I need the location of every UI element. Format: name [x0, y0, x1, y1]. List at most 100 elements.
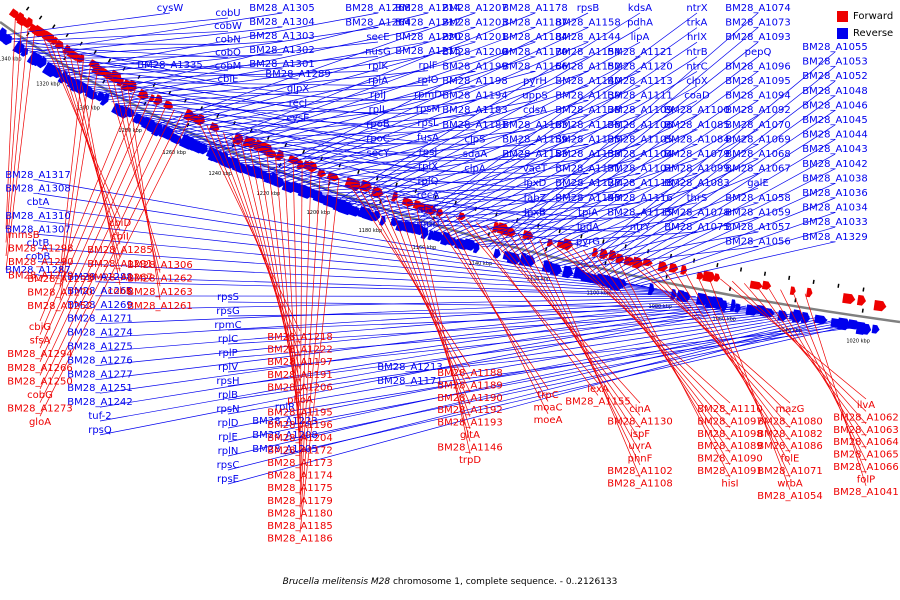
- label-leader-line: [381, 158, 641, 217]
- forward-gene-arrow: [842, 293, 856, 304]
- gene-label-bm28-a1192: BM28_A1192: [437, 405, 503, 416]
- gene-label-wrba: wrbA: [777, 478, 803, 489]
- label-leader-line: [376, 144, 641, 216]
- minor-tick: [357, 169, 360, 174]
- forward-gene-arrow: [657, 261, 668, 272]
- gene-label-bm28-a1293: BM28_A1293: [27, 274, 93, 285]
- label-leader-line: [39, 93, 144, 335]
- gene-label-tpia: tpiA: [578, 207, 598, 218]
- gene-label-hrlx: hrlX: [687, 32, 707, 43]
- forward-gene-arrow: [806, 287, 813, 298]
- gene-label-bm28-a1289: BM28_A1289: [265, 69, 331, 80]
- gene-label-bm28-a1135: BM28_A1135: [555, 134, 621, 145]
- label-leader-line: [435, 210, 549, 402]
- gene-label-bm28-a1188: BM28_A1188: [437, 368, 503, 379]
- gene-label-rpoc: rpoC: [366, 134, 390, 145]
- gene-label-bm28-a1291: BM28_A1291: [87, 259, 153, 270]
- label-leader-line: [4, 12, 171, 36]
- gene-label-bm28-a1085: BM28_A1085: [664, 120, 730, 131]
- label-leader-line: [638, 262, 791, 416]
- label-leader-line: [366, 188, 471, 392]
- scale-tick-label: 1260 kbp: [163, 150, 187, 156]
- gene-label-bm28-a1265: BM28_A1265: [67, 286, 133, 297]
- gene-label-bm28-a1053: BM28_A1053: [802, 57, 868, 68]
- gene-label-bm28-a1063: BM28_A1063: [833, 425, 899, 436]
- gene-label-bm28-a1251: BM28_A1251: [67, 383, 133, 394]
- label-leader-line: [780, 289, 867, 462]
- gene-label-cdsa: cdsA: [523, 105, 547, 116]
- label-leader-line: [641, 241, 836, 286]
- gene-label-bm28-a1144: BM28_A1144: [555, 32, 621, 43]
- label-leader-line: [452, 144, 698, 239]
- gene-label-bm28-a1207: BM28_A1207: [442, 3, 508, 14]
- gene-label-cbtb: cbtB: [27, 238, 50, 249]
- label-leader-line: [79, 83, 379, 101]
- label-leader-line: [49, 64, 299, 94]
- minor-tick: [812, 279, 815, 284]
- gene-label-rpsc: rpsC: [217, 460, 240, 471]
- label-leader-line: [39, 101, 159, 362]
- gene-label-bm28-a1153: BM28_A1153: [502, 149, 568, 160]
- gene-label-ntrb: ntrB: [686, 47, 707, 58]
- gene-label-bm28-a1033: BM28_A1033: [802, 217, 868, 228]
- label-leader-line: [405, 201, 471, 442]
- label-leader-line: [358, 85, 641, 210]
- gene-label-bm28-a1048: BM28_A1048: [802, 86, 868, 97]
- gene-label-rpmd: rpmD: [414, 89, 442, 100]
- label-leader-line: [217, 71, 536, 155]
- gene-label-bm28-a1180: BM28_A1180: [267, 508, 333, 519]
- gene-label-muri: murI: [416, 219, 439, 230]
- scale-tick-label: 1240 kbp: [209, 171, 233, 177]
- label-leader-line: [323, 196, 589, 218]
- gene-label-bm28-a1120: BM28_A1120: [607, 61, 673, 72]
- gene-label-bm28-a1057: BM28_A1057: [725, 222, 791, 233]
- label-leader-line: [486, 12, 759, 249]
- gene-label-bm28-a1310: BM28_A1310: [5, 211, 71, 222]
- label-leader-line: [99, 301, 724, 366]
- reverse-gene-arrow: [862, 323, 872, 335]
- gene-label-bm28-a1055: BM28_A1055: [802, 42, 868, 53]
- gene-label-rpln: rplN: [218, 446, 239, 457]
- label-leader-line: [593, 110, 836, 276]
- label-leader-line: [349, 56, 641, 207]
- gene-label-rpsn: rpsN: [216, 404, 239, 415]
- gene-label-bm28-a1273: BM28_A1273: [7, 404, 73, 415]
- label-leader-line: [292, 161, 301, 470]
- minor-tick: [692, 258, 696, 263]
- gene-label-bm28-a1206: BM28_A1206: [267, 382, 333, 393]
- gene-label-ntry: ntrY: [630, 222, 651, 233]
- label-leader-line: [521, 114, 759, 258]
- label-leader-line: [432, 85, 698, 234]
- label-leader-line: [409, 12, 698, 226]
- minor-tick: [862, 287, 865, 292]
- label-leader-line: [16, 43, 229, 45]
- label-leader-line: [99, 305, 747, 422]
- gene-label-lipa: lipA: [631, 32, 650, 43]
- label-leader-line: [528, 236, 641, 466]
- gene-label-bm28-a1266: BM28_A1266: [7, 363, 73, 374]
- gene-label-bm28-a1096: BM28_A1096: [725, 61, 791, 72]
- label-leader-line: [198, 121, 301, 332]
- label-leader-line: [314, 187, 589, 194]
- gene-label-bm28-a1173: BM28_A1173: [267, 458, 333, 469]
- label-leader-layer: [4, 12, 869, 533]
- label-leader-line: [299, 165, 303, 483]
- label-leader-line: [10, 17, 229, 40]
- label-leader-line: [425, 207, 549, 390]
- gene-label-rpse: rpsE: [217, 474, 239, 485]
- label-leader-line: [29, 12, 283, 53]
- label-leader-line: [37, 220, 663, 291]
- gene-label-cobm: cobM: [215, 61, 242, 72]
- gene-label-bm28-a1071: BM28_A1071: [757, 466, 823, 477]
- gene-label-cina: cinA: [629, 404, 651, 415]
- gene-label-rplq: rplQ: [417, 176, 438, 187]
- label-leader-line: [284, 321, 846, 427]
- minor-tick: [558, 228, 561, 234]
- label-leader-line: [413, 27, 698, 228]
- forward-gene-arrow: [502, 226, 516, 237]
- label-leader-line: [541, 173, 759, 263]
- label-leader-line: [227, 310, 775, 345]
- gene-label-bm28-a1199: BM28_A1199: [442, 61, 508, 72]
- label-leader-line: [604, 254, 731, 466]
- gene-label-rpsb: rpsB: [577, 3, 600, 14]
